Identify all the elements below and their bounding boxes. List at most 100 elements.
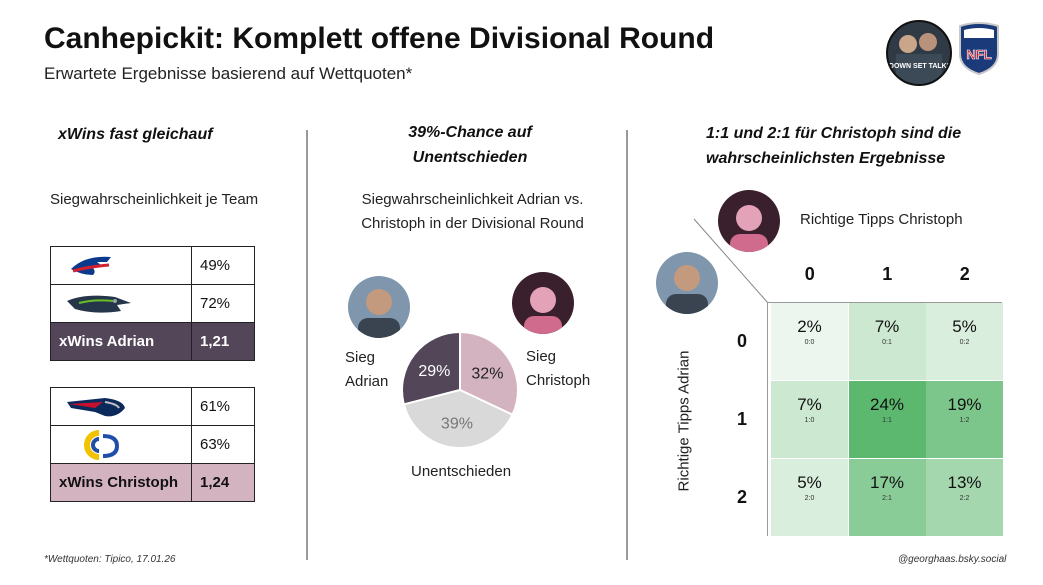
heatmap-cell-value: 5% — [952, 317, 977, 336]
heatmap-col-axis-label: Richtige Tipps Christoph — [800, 211, 963, 228]
bills-logo-icon — [71, 256, 111, 275]
christoph-teams-table: 61% 63% xWins Christoph 1,24 — [50, 387, 255, 502]
table-row: 49% — [50, 246, 255, 285]
heatmap-cell-value: 17% — [869, 473, 905, 492]
pie-label-adrian-line1: Sieg — [345, 349, 376, 366]
win-prob-cell: 49% — [191, 246, 255, 285]
middle-label-line2: Christoph in der Divisional Round — [361, 215, 584, 232]
pie-slice-adrian — [401, 330, 461, 406]
heatmap-row-label: 0 — [736, 331, 747, 351]
adrian-avatar — [348, 276, 410, 338]
nfl-logo-text: NFL — [966, 47, 991, 62]
xwins-adrian-label: xWins Adrian — [50, 322, 192, 361]
heatmap-cell-score: 0:1 — [882, 339, 892, 346]
rams-logo-icon — [84, 429, 120, 460]
page-subtitle: Erwartete Ergebnisse basierend auf Wettq… — [44, 64, 413, 83]
middle-heading-line2: Unentschieden — [412, 149, 528, 166]
footer-source: *Wettquoten: Tipico, 17.01.26 — [44, 554, 176, 565]
patriots-logo-icon — [67, 397, 125, 416]
heatmap-cell: 17% 2:1 — [848, 459, 926, 536]
pie-label-christoph-line2: Christoph — [526, 372, 591, 389]
pie-value-label-christoph: 32% — [471, 366, 503, 383]
heatmap-cell-value: 7% — [874, 317, 900, 336]
win-prob-cell: 72% — [191, 284, 255, 323]
footer-handle: @georghaas.bsky.social — [898, 554, 1007, 565]
win-probability-pie-chart: 29% 32% 39% — [401, 330, 519, 449]
heatmap-row-axis-text: Richtige Tipps Adrian — [675, 350, 693, 492]
xwins-christoph-label: xWins Christoph — [50, 463, 192, 502]
team-logo-cell — [50, 246, 192, 285]
pie-label-draw: Unentschieden — [411, 463, 512, 480]
pie-slice-christoph — [459, 330, 519, 417]
heatmap-col-label: 2 — [959, 264, 970, 284]
heatmap-cell: 19% 1:2 — [926, 381, 1003, 458]
pie-slice-draw — [402, 388, 514, 449]
team-logo-cell — [50, 387, 192, 426]
heatmap-cell-score: 1:0 — [804, 417, 815, 424]
table-row: xWins Christoph 1,24 — [50, 463, 255, 502]
middle-label-line1: Siegwahrscheinlichkeit Adrian vs. — [361, 191, 584, 208]
adrian-teams-table: 49% 72% xWins Adrian 1,21 — [50, 246, 255, 361]
heatmap-col-label: 0 — [804, 264, 815, 284]
heatmap-cell-score: 1:1 — [882, 417, 892, 424]
pie-value-label-draw: 39% — [441, 415, 473, 432]
heatmap-corner-line — [693, 218, 769, 304]
heatmap-cell-value: 2% — [797, 317, 822, 336]
heatmap-cell: 24% 1:1 — [848, 381, 926, 458]
left-label: Siegwahrscheinlichkeit je Team — [50, 191, 259, 208]
pie-label-christoph: Sieg Christoph — [526, 345, 590, 393]
table-row: xWins Adrian 1,21 — [50, 322, 255, 361]
divider-left — [306, 130, 308, 560]
heatmap-cell-value: 13% — [947, 473, 982, 492]
badge-text: DOWN SET TALK! — [889, 63, 949, 70]
table-row: 72% — [50, 284, 255, 323]
team-logo-cell — [50, 425, 192, 464]
table-row: 63% — [50, 425, 255, 464]
xwins-christoph-value: 1,24 — [191, 463, 255, 502]
heatmap-cell: 5% 2:0 — [771, 459, 848, 536]
left-heading: xWins fast gleichauf — [58, 126, 213, 143]
heatmap-cell: 7% 0:1 — [848, 303, 926, 380]
heatmap-cell: 2% 0:0 — [771, 303, 848, 380]
right-heading-line2: wahrscheinlichsten Ergebnisse — [706, 150, 946, 167]
heatmap-cell: 13% 2:2 — [926, 459, 1003, 536]
heatmap-cell-score: 2:1 — [882, 495, 892, 502]
pie-label-christoph-line1: Sieg — [526, 348, 557, 365]
heatmap-cell-value: 7% — [797, 395, 822, 414]
heatmap-cell-score: 2:2 — [959, 495, 970, 502]
heatmap-cell-score: 2:0 — [804, 495, 815, 502]
win-prob-cell: 63% — [191, 425, 255, 464]
divider-right — [626, 130, 628, 560]
heatmap-row-label: 1 — [736, 409, 747, 429]
down-set-talk-badge-icon: DOWN SET TALK! — [886, 20, 952, 86]
heatmap-cell-score: 0:0 — [804, 339, 815, 346]
adrian-avatar-heatmap — [656, 252, 718, 314]
page-title: Canhepickit: Komplett offene Divisional … — [44, 22, 715, 55]
heatmap-cell: 5% 0:2 — [926, 303, 1003, 380]
heatmap-cell-value: 19% — [947, 395, 982, 414]
pie-label-adrian: Sieg Adrian — [345, 346, 388, 394]
pie-label-adrian-line2: Adrian — [345, 373, 389, 390]
team-logo-cell — [50, 284, 192, 323]
heatmap-cell-value: 5% — [797, 473, 822, 492]
heatmap-top-rule — [768, 302, 1002, 303]
right-heading: 1:1 und 2:1 für Christoph sind die wahrs… — [706, 121, 961, 171]
xwins-adrian-value: 1,21 — [191, 322, 255, 361]
right-heading-line1: 1:1 und 2:1 für Christoph sind die — [706, 125, 962, 142]
pie-value-label-adrian: 29% — [418, 363, 450, 380]
heatmap-cell-score: 0:2 — [959, 339, 970, 346]
seahawks-logo-icon — [67, 295, 131, 313]
win-prob-cell: 61% — [191, 387, 255, 426]
christoph-avatar — [512, 272, 574, 334]
table-row: 61% — [50, 387, 255, 426]
heatmap-cell: 7% 1:0 — [771, 381, 848, 458]
heatmap-row-label: 2 — [736, 487, 747, 507]
heatmap-col-label: 1 — [882, 264, 893, 284]
nfl-logo-icon: NFL — [956, 20, 1002, 76]
middle-heading: 39%-Chance auf Unentschieden — [340, 120, 600, 170]
middle-heading-line1: 39%-Chance auf — [408, 124, 532, 141]
heatmap-cell-score: 1:2 — [959, 417, 970, 424]
middle-label: Siegwahrscheinlichkeit Adrian vs. Christ… — [330, 188, 615, 236]
christoph-avatar-heatmap — [718, 190, 780, 252]
heatmap-cell-value: 24% — [869, 395, 905, 414]
